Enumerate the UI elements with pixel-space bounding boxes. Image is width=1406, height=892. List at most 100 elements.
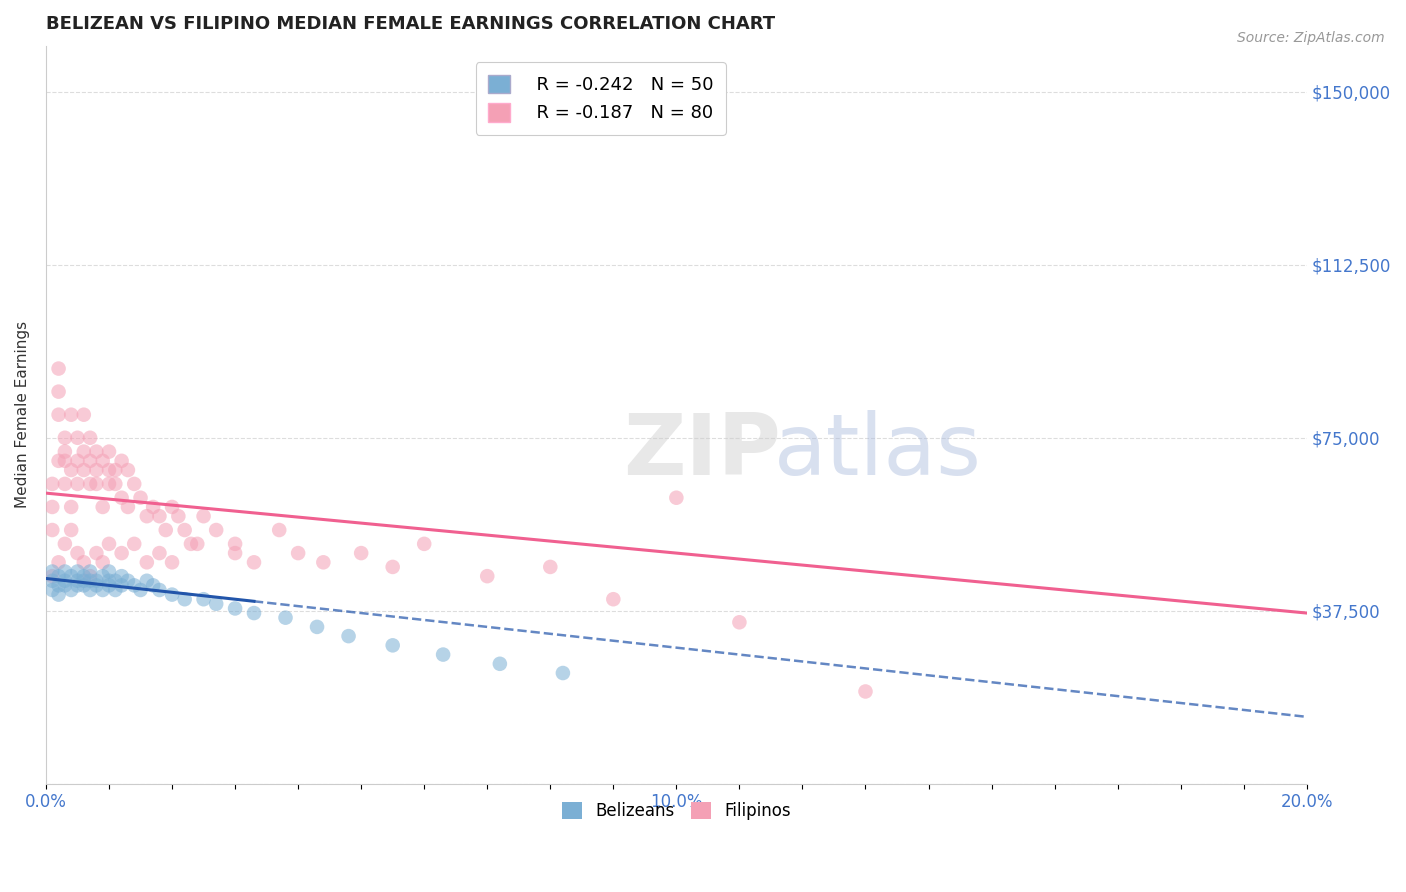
Point [53, 537, 76, 551]
Point [135, 555, 157, 569]
Point [48, 408, 70, 422]
Point [243, 555, 266, 569]
Point [180, 537, 202, 551]
Point [66, 578, 89, 592]
Point [148, 509, 170, 524]
Point [98, 565, 121, 579]
Point [60, 500, 83, 514]
Point [104, 582, 127, 597]
Text: ZIP: ZIP [623, 410, 780, 493]
Y-axis label: Median Female Earnings: Median Female Earnings [15, 321, 30, 508]
Point [269, 523, 291, 537]
Legend: Belizeans, Filipinos: Belizeans, Filipinos [555, 796, 797, 827]
Point [193, 592, 215, 607]
Point [312, 555, 335, 569]
Point [79, 565, 101, 579]
Point [53, 565, 76, 579]
Point [337, 629, 360, 643]
Point [129, 582, 152, 597]
Point [104, 574, 127, 588]
Point [193, 509, 215, 524]
Text: BELIZEAN VS FILIPINO MEDIAN FEMALE EARNINGS CORRELATION CHART: BELIZEAN VS FILIPINO MEDIAN FEMALE EARNI… [46, 15, 775, 33]
Point [305, 620, 328, 634]
Point [53, 431, 76, 445]
Point [122, 537, 145, 551]
Point [129, 491, 152, 505]
Point [73, 574, 96, 588]
Point [243, 606, 266, 620]
Point [73, 463, 96, 477]
Point [48, 588, 70, 602]
Point [60, 463, 83, 477]
Point [117, 463, 139, 477]
Point [173, 592, 195, 607]
Point [91, 454, 114, 468]
Point [665, 491, 688, 505]
Point [855, 684, 877, 698]
Point [477, 569, 499, 583]
Point [60, 408, 83, 422]
Point [98, 463, 121, 477]
Point [60, 569, 83, 583]
Point [728, 615, 751, 630]
Point [53, 454, 76, 468]
Point [86, 444, 108, 458]
Point [41, 569, 63, 583]
Point [73, 569, 96, 583]
Point [148, 582, 170, 597]
Point [167, 509, 190, 524]
Point [98, 476, 121, 491]
Point [551, 666, 574, 681]
Point [66, 476, 89, 491]
Point [142, 578, 165, 592]
Point [111, 546, 134, 560]
Point [91, 555, 114, 569]
Point [350, 546, 373, 560]
Point [104, 476, 127, 491]
Point [205, 523, 228, 537]
Point [122, 578, 145, 592]
Point [111, 491, 134, 505]
Point [60, 523, 83, 537]
Point [186, 537, 208, 551]
Point [48, 454, 70, 468]
Point [287, 546, 309, 560]
Point [117, 574, 139, 588]
Point [135, 574, 157, 588]
Point [53, 574, 76, 588]
Point [117, 500, 139, 514]
Point [160, 500, 183, 514]
Point [66, 574, 89, 588]
Point [41, 565, 63, 579]
Point [60, 582, 83, 597]
Point [91, 582, 114, 597]
Point [602, 592, 624, 607]
Point [41, 476, 63, 491]
Point [86, 574, 108, 588]
Point [79, 574, 101, 588]
Point [381, 560, 404, 574]
Point [98, 444, 121, 458]
Point [73, 408, 96, 422]
Point [224, 546, 246, 560]
Point [53, 476, 76, 491]
Point [86, 476, 108, 491]
Point [79, 476, 101, 491]
Point [53, 444, 76, 458]
Point [79, 431, 101, 445]
Point [41, 523, 63, 537]
Point [98, 574, 121, 588]
Point [53, 578, 76, 592]
Point [48, 578, 70, 592]
Point [98, 537, 121, 551]
Point [91, 569, 114, 583]
Point [142, 500, 165, 514]
Point [91, 500, 114, 514]
Point [381, 638, 404, 652]
Point [41, 574, 63, 588]
Point [41, 582, 63, 597]
Point [413, 537, 436, 551]
Point [111, 569, 134, 583]
Point [111, 454, 134, 468]
Point [155, 523, 177, 537]
